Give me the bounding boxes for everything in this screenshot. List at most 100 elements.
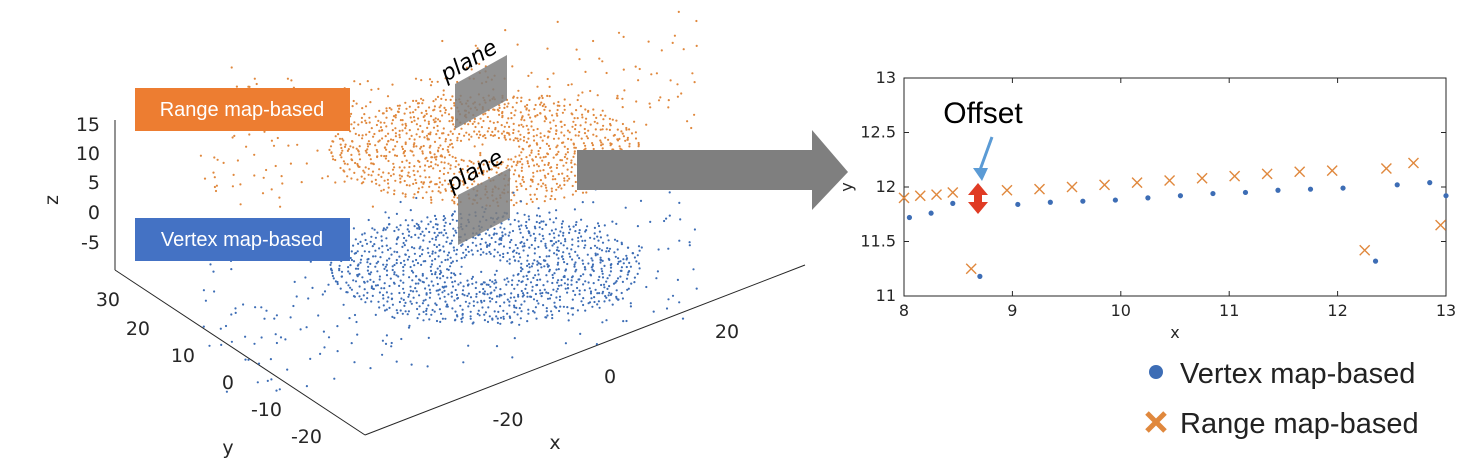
cloud-point (615, 222, 618, 225)
cloud-point (599, 258, 602, 261)
cloud-point (443, 289, 446, 292)
cloud-point (463, 256, 466, 259)
cloud-point (420, 263, 423, 266)
cloud-point (489, 134, 492, 137)
cloud-point (563, 275, 566, 279)
cloud-point (488, 296, 491, 299)
cloud-point (525, 188, 528, 191)
cloud-point (422, 310, 425, 313)
cloud-point (441, 291, 444, 294)
cloud-point (466, 245, 470, 248)
cloud-point (393, 166, 396, 169)
cloud-point (424, 298, 427, 301)
cloud-point (593, 226, 597, 229)
cloud-point (432, 284, 435, 287)
cloud-point (619, 147, 622, 150)
cloud-point (507, 234, 510, 237)
cloud-point (556, 163, 559, 166)
cloud-point (502, 252, 505, 255)
cloud-point (477, 122, 480, 125)
cloud-point (476, 312, 479, 315)
cloud-point (483, 299, 486, 302)
cloud-point (527, 312, 530, 315)
cloud-point (592, 39, 595, 43)
cloud-point (439, 104, 442, 107)
cloud-point (441, 183, 444, 186)
cloud-point (451, 178, 454, 182)
cloud-point (515, 306, 518, 309)
cloud-point (496, 121, 499, 124)
cloud-point (609, 266, 613, 269)
cloud-point (266, 379, 269, 382)
cloud-point (576, 286, 579, 290)
cloud-point (409, 289, 412, 292)
cloud-point (522, 125, 525, 128)
cloud-point (564, 240, 567, 243)
cloud-point (339, 153, 342, 157)
cloud-point (278, 196, 281, 199)
cloud-point (482, 173, 485, 176)
cloud-point (530, 151, 533, 154)
cloud-point (576, 98, 579, 102)
cloud-point (467, 177, 470, 180)
cloud-point (528, 109, 531, 112)
cloud-point (398, 255, 401, 258)
cloud-point (549, 166, 552, 169)
cloud-point (495, 269, 498, 272)
x-tick: -20 (492, 409, 523, 431)
cloud-point (431, 252, 434, 255)
cloud-point (340, 156, 343, 159)
scene-3d: 15 10 5 0 -5 z 30 20 10 0 -10 -20 y -20 … (41, 10, 806, 459)
cloud-point (329, 263, 332, 266)
cloud-point (352, 227, 355, 230)
cloud-point (434, 238, 437, 241)
cloud-point (376, 231, 379, 234)
cloud-point (459, 304, 462, 307)
cloud-point (454, 229, 457, 232)
range-label-bg (135, 88, 350, 131)
cloud-point (638, 67, 641, 71)
cloud-point (408, 276, 411, 279)
cloud-point (425, 109, 428, 112)
cloud-point (408, 165, 411, 169)
cloud-point (516, 313, 519, 316)
cloud-point (357, 123, 360, 126)
cloud-point (546, 297, 550, 300)
cloud-point (503, 227, 506, 230)
cloud-point (468, 133, 471, 136)
chart-x-tick-label: 10 (1111, 301, 1131, 320)
cloud-point (549, 197, 552, 201)
cloud-point (377, 87, 380, 90)
cloud-point (617, 298, 620, 301)
cloud-point (464, 248, 467, 251)
cloud-point (545, 223, 548, 226)
cloud-point (381, 245, 384, 248)
cloud-point (382, 227, 385, 230)
cloud-point (611, 118, 614, 121)
cloud-point (447, 162, 450, 165)
cloud-point (571, 243, 574, 246)
cloud-point (418, 313, 421, 316)
cloud-point (440, 261, 443, 264)
cloud-point (467, 250, 470, 253)
cloud-point (437, 255, 440, 258)
cloud-point (289, 162, 292, 165)
cloud-point (559, 230, 562, 233)
cloud-point (686, 120, 689, 123)
cloud-point (527, 137, 530, 140)
cloud-point (572, 120, 575, 123)
cloud-point (203, 177, 207, 180)
cloud-point (557, 100, 560, 104)
cloud-point (545, 255, 548, 258)
cloud-point (596, 235, 599, 238)
cloud-point (225, 390, 228, 393)
range-point (1294, 166, 1306, 178)
vertex-point (1443, 193, 1449, 199)
cloud-point (385, 125, 388, 128)
cloud-point (347, 148, 350, 151)
cloud-point (457, 163, 460, 166)
cloud-point (637, 145, 640, 148)
cloud-point (474, 44, 477, 47)
cloud-point (631, 252, 634, 255)
cloud-point (637, 245, 641, 248)
